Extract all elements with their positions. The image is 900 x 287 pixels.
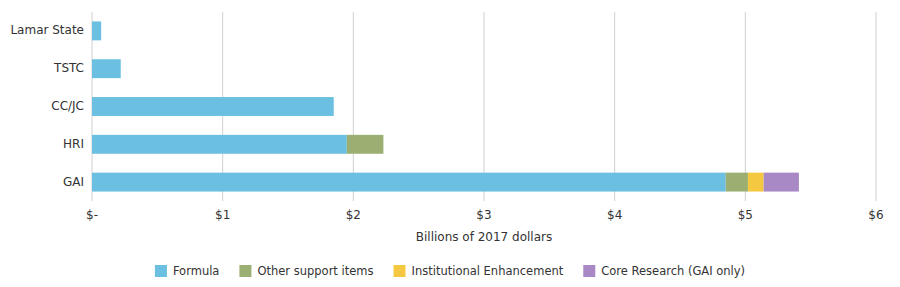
category-label: TSTC xyxy=(53,61,84,75)
bar-segment xyxy=(333,97,334,116)
tick-label: $1 xyxy=(215,208,230,222)
bar-segment xyxy=(120,59,121,78)
series xyxy=(764,173,799,192)
category-label: HRI xyxy=(63,137,84,151)
bar-segment xyxy=(764,173,799,192)
legend-swatch xyxy=(239,265,251,277)
x-ticks: $- $1 $2 $3 $4 $5 $6 xyxy=(86,208,884,222)
grid xyxy=(92,12,876,201)
bar-segment xyxy=(92,97,334,116)
bar-segment xyxy=(92,21,101,40)
bar-segment xyxy=(748,173,764,192)
legend: Formula Other support items Institutional … xyxy=(155,264,745,278)
bar-segment xyxy=(120,59,121,78)
legend-swatch xyxy=(155,265,167,277)
bar-segment xyxy=(101,21,102,40)
legend-label: Institutional Enhancement xyxy=(412,264,564,278)
bar-segment xyxy=(92,59,121,78)
series xyxy=(92,21,726,191)
bar-segment xyxy=(101,21,102,40)
legend-label: Formula xyxy=(173,264,220,278)
legend-swatch xyxy=(394,265,406,277)
category-label: GAI xyxy=(63,175,84,189)
category-label: CC/JC xyxy=(51,99,84,113)
bar-segment xyxy=(101,21,102,40)
tick-label: $2 xyxy=(346,208,361,222)
chart: $- $1 $2 $3 $4 $5 $6 Billions of 2017 dollars GA… xyxy=(0,0,900,287)
bar-segment xyxy=(726,173,748,192)
bar-segment xyxy=(120,59,121,78)
series xyxy=(748,173,764,192)
bar-segment xyxy=(333,97,334,116)
bar-segment xyxy=(383,135,384,154)
axis-label: Billions of 2017 dollars xyxy=(416,230,552,244)
bar-segment xyxy=(92,135,347,154)
tick-label: $6 xyxy=(868,208,883,222)
tick-label: $3 xyxy=(476,208,491,222)
grid-line xyxy=(876,12,877,201)
tick-label: $4 xyxy=(607,208,622,222)
bar-segment xyxy=(347,135,384,154)
tick-label: $5 xyxy=(738,208,753,222)
legend-label: Core Research (GAI only) xyxy=(601,264,745,278)
y-ticks: GAI HRI CC/JC TSTC Lamar State xyxy=(10,23,84,188)
series xyxy=(347,135,748,192)
legend-swatch xyxy=(583,265,595,277)
category-label: Lamar State xyxy=(10,23,84,37)
bars xyxy=(92,21,799,191)
bar-segment xyxy=(383,135,384,154)
bar-segment xyxy=(92,173,726,192)
bar-segment xyxy=(333,97,334,116)
legend-label: Other support items xyxy=(257,264,373,278)
tick-label: $- xyxy=(86,208,98,222)
